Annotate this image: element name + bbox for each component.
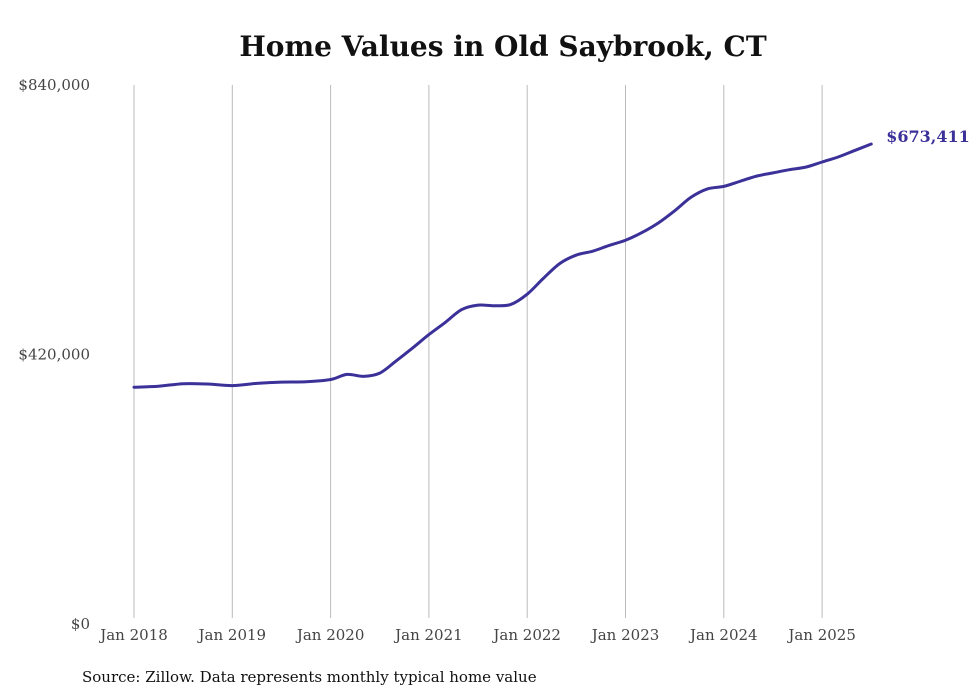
end-value-label: $673,411 (886, 127, 970, 146)
x-tick-label: Jan 2021 (393, 626, 463, 644)
series-line (132, 142, 873, 389)
y-tick-label: $840,000 (18, 76, 90, 94)
y-tick-label: $0 (71, 615, 90, 633)
x-tick-label: Jan 2022 (491, 626, 561, 644)
x-tick-label: Jan 2023 (590, 626, 660, 644)
x-tick-label: Jan 2018 (98, 626, 168, 644)
x-tick-label: Jan 2020 (295, 626, 365, 644)
x-tick-label: Jan 2024 (688, 626, 758, 644)
chart-title: Home Values in Old Saybrook, CT (239, 30, 767, 63)
grid-lines (133, 85, 823, 618)
x-tick-label: Jan 2019 (197, 626, 267, 644)
series-layer: $673,411 (132, 127, 970, 389)
x-tick-label: Jan 2025 (786, 626, 856, 644)
source-note: Source: Zillow. Data represents monthly … (82, 668, 537, 686)
axis-labels: Jan 2018 Jan 2019 Jan 2020 Jan 2021 Jan 2022… (18, 76, 855, 644)
y-tick-label: $420,000 (18, 346, 90, 364)
